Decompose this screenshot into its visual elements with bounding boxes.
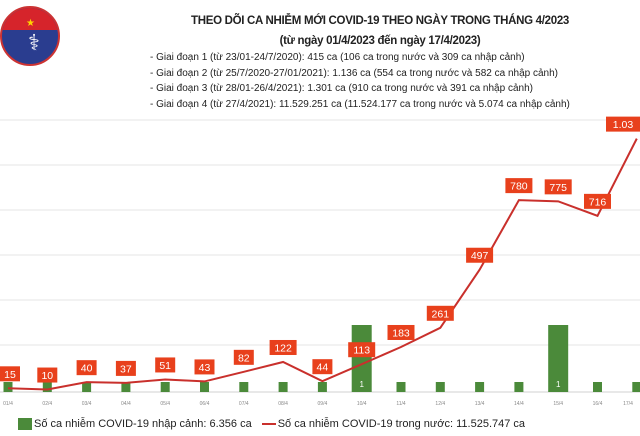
x-tick-label: 06/4	[200, 401, 210, 407]
stage-4: - Giai đoạn 4 (từ 27/4/2021): 11.529.251…	[150, 98, 570, 110]
data-label-box	[606, 116, 640, 132]
data-label: 82	[238, 352, 250, 364]
title-line2: (từ ngày 01/4/2023 đến ngày 17/4/2023)	[279, 35, 481, 47]
data-label-box	[584, 193, 611, 209]
bar-08/4	[278, 382, 288, 392]
data-label-box	[76, 360, 97, 376]
data-label: 775	[549, 182, 567, 194]
x-tick-label: 05/4	[160, 401, 170, 407]
data-label: 780	[510, 181, 528, 193]
data-label-box	[466, 247, 494, 263]
data-label-box	[387, 324, 415, 340]
x-tick-label: 09/4	[318, 401, 328, 407]
data-label: 51	[159, 360, 171, 372]
legend-bar-label: Số ca nhiễm COVID-19 nhập cảnh: 6.356 ca	[34, 418, 252, 430]
bar-10/4	[351, 325, 372, 392]
data-label: 15	[4, 369, 16, 381]
data-label: 183	[392, 327, 410, 339]
data-label: 43	[199, 362, 211, 374]
legend: Số ca nhiễm COVID-19 nhập cảnh: 6.356 ca…	[18, 418, 628, 430]
bar-14/4	[514, 382, 524, 392]
data-label: 1.03	[613, 119, 634, 131]
x-tick-label: 11/4	[396, 401, 406, 407]
x-tick-label: 13/4	[475, 401, 485, 407]
data-label: 497	[471, 250, 489, 262]
stage-1: - Giai đoạn 1 (từ 23/01-24/7/2020): 415 …	[150, 52, 525, 63]
bar-17/4	[632, 382, 640, 392]
data-label: 10	[41, 370, 53, 382]
bar-label: 1	[359, 380, 364, 389]
stage-3: - Giai đoạn 3 (từ 28/01-26/4/2021): 1.30…	[150, 83, 533, 95]
data-label: 40	[81, 363, 93, 375]
data-label-box	[426, 305, 454, 321]
x-tick-label: 03/4	[82, 401, 92, 407]
x-tick-label: 01/4	[3, 401, 13, 407]
bar-03/4	[82, 382, 92, 392]
data-label: 261	[432, 308, 450, 320]
data-label-box	[544, 179, 572, 195]
bar-11/4	[396, 382, 406, 392]
bar-09/4	[317, 382, 327, 392]
title-line1: THEO DÕI CA NHIỄM MỚI COVID-19 THEO NGÀY…	[190, 15, 570, 27]
legend-bar-swatch	[18, 418, 32, 430]
data-label-box	[194, 359, 215, 375]
x-tick-label: 16/4	[593, 401, 603, 407]
data-label-box	[0, 366, 20, 382]
x-tick-label: 07/4	[239, 401, 249, 407]
x-tick-label: 14/4	[514, 401, 524, 407]
x-tick-label: 08/4	[278, 401, 288, 407]
bar-05/4	[160, 382, 170, 392]
data-label-box	[155, 357, 176, 373]
bar-02/4	[42, 382, 52, 392]
x-tick-label: 04/4	[121, 401, 131, 407]
legend-line-label: Số ca nhiễm COVID-19 trong nước: 11.525.…	[277, 418, 526, 430]
bar-06/4	[200, 382, 209, 392]
bar-07/4	[239, 382, 249, 392]
data-label-box	[37, 367, 58, 383]
x-tick-label: 10/4	[357, 401, 367, 407]
bar-15/4	[548, 325, 569, 392]
data-label: 122	[274, 342, 292, 354]
bar-label: 1	[556, 380, 561, 389]
data-label-box	[115, 360, 136, 376]
data-label-box	[233, 349, 254, 365]
bar-16/4	[593, 382, 602, 392]
data-label-box	[505, 178, 533, 194]
data-label-box	[348, 342, 376, 358]
legend-line-swatch	[261, 423, 276, 425]
x-tick-label: 12/4	[435, 401, 445, 407]
data-label: 716	[589, 196, 607, 208]
bar-12/4	[435, 382, 445, 392]
stage-2: - Giai đoạn 2 (từ 25/7/2020-27/01/2021):…	[150, 67, 558, 79]
data-label: 37	[120, 363, 132, 375]
x-tick-label: 02/4	[42, 401, 52, 407]
chart-title: THEO DÕI CA NHIỄM MỚI COVID-19 THEO NGÀY…	[140, 11, 620, 51]
chart-area: 1 1 01/4 02/4 03/4 04/4 05/4 06/4 07/4 08/4 09/4 10…	[0, 116, 640, 407]
ministry-of-health-logo: ★ ⚕	[0, 6, 60, 66]
x-tick-label: 17/4	[623, 401, 633, 407]
domestic-cases-line	[7, 138, 638, 391]
bar-13/4	[475, 382, 485, 392]
bar-01/4	[3, 382, 13, 392]
data-label-box	[312, 359, 333, 375]
data-label: 44	[317, 362, 329, 374]
bar-04/4	[121, 382, 131, 392]
data-label-box	[269, 339, 297, 355]
data-label: 113	[353, 345, 370, 357]
x-tick-label: 15/4	[553, 401, 563, 407]
stage-summary: - Giai đoạn 1 (từ 23/01-24/7/2020): 415 …	[150, 50, 630, 112]
